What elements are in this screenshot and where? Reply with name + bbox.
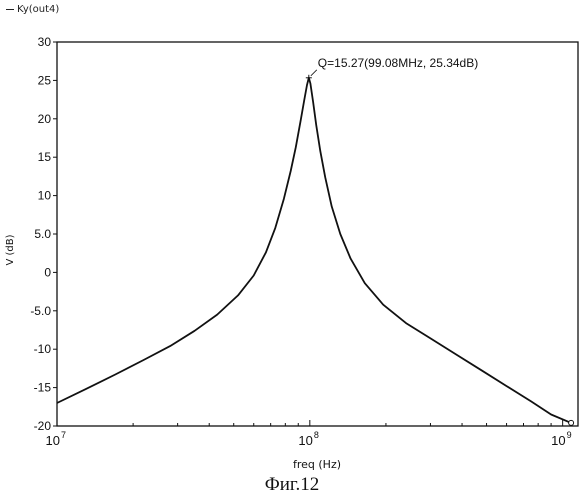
y-tick-label: -10 — [34, 342, 52, 356]
peak-annotation-label: Q=15.27(99.08MHz, 25.34dB) — [318, 56, 478, 70]
y-tick-label: 25 — [38, 73, 52, 87]
y-tick-label: 20 — [38, 112, 52, 126]
y-tick-label: 0 — [44, 265, 51, 279]
series-end-marker — [569, 420, 574, 425]
y-tick-label: 10 — [38, 189, 52, 203]
frequency-response-chart: 30252015105.00-5.0-10-15-20 107108109 Q=… — [0, 0, 584, 472]
x-axis-label: freq (Hz) — [293, 458, 341, 471]
plot-area-frame — [57, 42, 578, 426]
figure-caption: Фиг.12 — [0, 474, 584, 496]
x-axis-ticks: 107108109 — [46, 420, 572, 448]
x-tick-label-exponent: 9 — [567, 430, 572, 440]
y-tick-label: 5.0 — [34, 227, 51, 241]
annotation-layer: Q=15.27(99.08MHz, 25.34dB) — [306, 56, 478, 81]
x-tick-label-base: 10 — [46, 433, 60, 448]
peak-leader-line — [311, 70, 317, 76]
y-axis-ticks: 30 25 20 15 10 5.0 0 -5.0 -10 -15 -20 — [30, 35, 57, 433]
x-tick-label-base: 10 — [298, 433, 312, 448]
series-layer — [57, 78, 574, 426]
x-tick-label-exponent: 8 — [314, 430, 319, 440]
y-tick-label: 30 — [38, 35, 52, 49]
series-line — [57, 78, 571, 423]
x-tick-label-exponent: 7 — [61, 430, 66, 440]
y-axis-label: V (dB) — [5, 234, 16, 265]
y-tick-label: 15 — [38, 150, 52, 164]
y-tick-label: -15 — [34, 381, 52, 395]
y-tick-label: -5.0 — [30, 304, 51, 318]
y-tick-label: -20 — [34, 419, 52, 433]
x-tick-label-base: 10 — [551, 433, 565, 448]
